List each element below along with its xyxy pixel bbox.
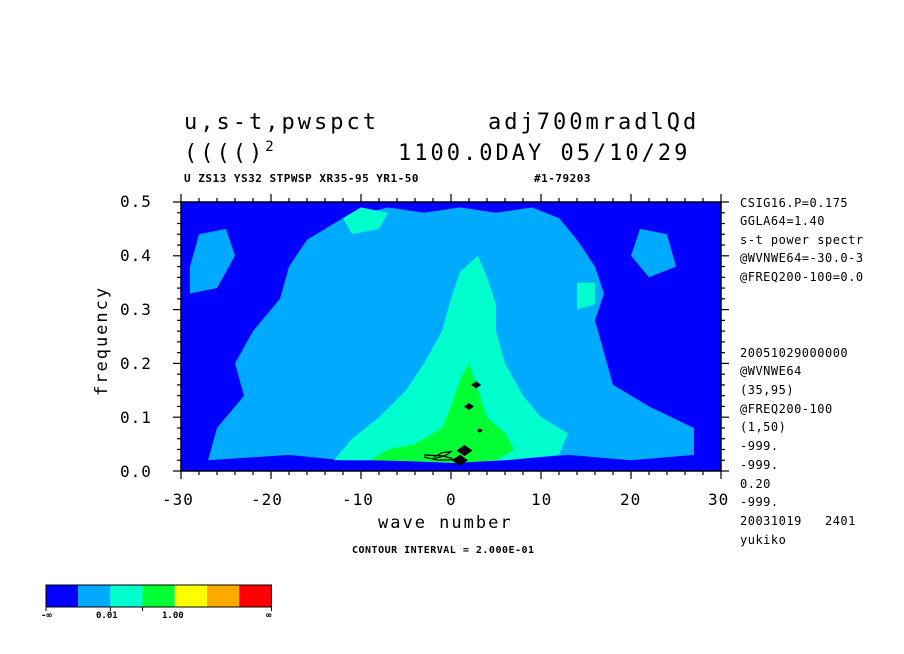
side-info-line: @FREQ200-100 [740,402,833,416]
plot-axes [173,194,729,479]
heatmap-regions [181,202,721,471]
side-info-line: -999. [740,495,779,509]
colorbar-label: 0.01 [96,611,118,621]
side-info-line: (1,50) [740,420,787,434]
x-axis-label: wave number [378,513,513,533]
contour-line [432,450,454,460]
colorbar-label: -∞ [41,611,52,621]
side-info-line: @WVNWE64 [740,364,802,378]
x-tick-label: -10 [342,490,374,509]
title-units: (((()2 [184,139,277,166]
heatmap-region [577,282,595,310]
y-tick-label: 0.0 [120,462,152,481]
y-tick-label: 0.3 [120,300,152,319]
side-info-line: @FREQ200-100=0.0 [740,270,864,284]
y-tick-label: 0.4 [120,246,152,265]
title-date: 1100.0DAY 05/10/29 [398,141,691,166]
title-units-superscript: 2 [265,139,277,155]
title-experiment: adj700mradlQd [488,110,700,135]
heatmap-region [343,207,388,235]
x-tick-label: 20 [620,490,642,509]
subtitle-id: #1-79203 [534,172,591,185]
x-tick-label: -20 [251,490,283,509]
colorbar-label: 1.00 [162,611,184,621]
title-variable: u,s-t,pwspct [184,110,379,135]
colorbar-swatch [46,585,79,607]
subtitle: U ZS13 YS32 STPWSP XR35-95 YR1-50 [184,172,420,185]
contour-peak [452,454,468,466]
heatmap-region [631,228,676,278]
contour-lines [423,450,456,461]
colorbar [45,584,272,611]
side-info-line: -999. [740,439,779,453]
heatmap-region [190,228,235,294]
colorbar-swatch [239,585,272,607]
y-axis-label: frequency [92,285,112,396]
x-tick-label: 10 [531,490,553,509]
contour-peak [456,444,473,457]
side-info-line: 20031019 2401 [740,514,856,528]
heatmap-region [334,255,568,463]
contour-peaks [452,381,483,466]
contour-line [423,454,456,461]
side-info-line: @WVNWE64=-30.0-3 [740,251,864,265]
x-tick-label: 0 [446,490,457,509]
colorbar-swatch [142,585,175,607]
side-info-line: s-t power spectr [740,233,864,247]
colorbar-swatch [207,585,240,607]
side-info-line: 20051029000000 [740,346,849,360]
contour-peak [476,428,483,433]
heatmap-region [370,363,514,463]
colorbar-swatch [78,585,111,607]
colorbar-frame [45,584,272,608]
x-tick-label: -30 [162,490,194,509]
side-info-line: -999. [740,458,779,472]
side-info-line: (35,95) [740,383,795,397]
y-tick-label: 0.2 [120,354,152,373]
contour-peak [471,381,482,389]
side-info-line: GGLA64=1.40 [740,214,825,228]
contour-interval: CONTOUR INTERVAL = 2.000E-01 [352,545,535,556]
side-info-line: 0.20 [740,477,771,491]
side-info-line: yukiko [740,533,787,547]
colorbar-swatch [110,585,143,607]
side-info-line: CSIG16.P=0.175 [740,196,849,210]
x-tick-label: 30 [708,490,730,509]
y-tick-label: 0.5 [120,192,152,211]
colorbar-label: ∞ [266,611,272,621]
contour-peak [464,402,474,410]
colorbar-swatch [174,585,207,607]
y-tick-label: 0.1 [120,408,152,427]
